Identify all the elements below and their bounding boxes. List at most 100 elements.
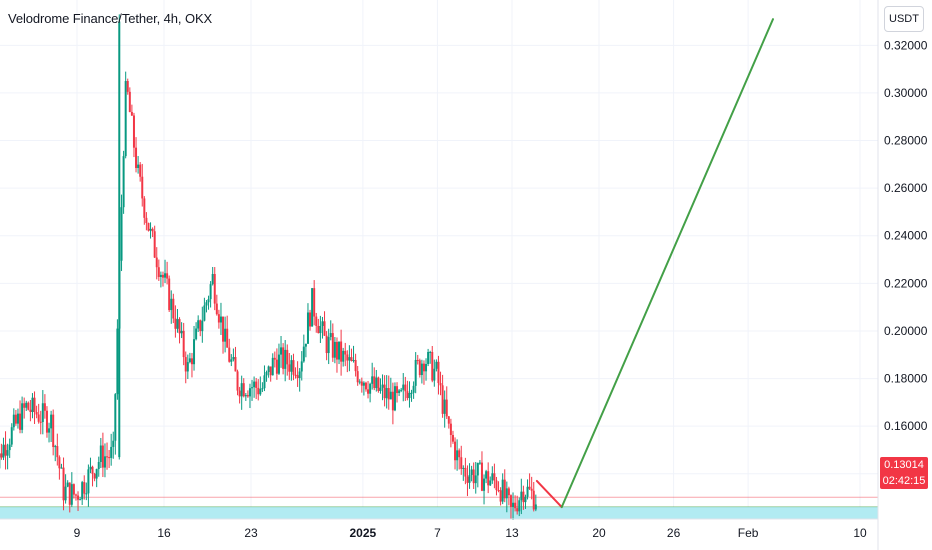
candle-body — [83, 482, 86, 494]
candle-body — [360, 381, 363, 386]
candle-body — [21, 403, 24, 430]
candle-body — [135, 147, 138, 169]
candle-body — [110, 446, 113, 458]
candle-body — [190, 358, 193, 365]
candle-body — [197, 320, 200, 329]
candle-body — [524, 496, 527, 503]
candle-body — [375, 377, 378, 389]
candle-body — [406, 391, 409, 399]
candle-body — [271, 357, 274, 376]
candle-body — [464, 467, 467, 477]
candle-body — [275, 359, 278, 374]
candle-body — [462, 467, 465, 469]
candle-body — [215, 303, 218, 315]
price-tick-label: 0.20000 — [884, 324, 928, 338]
candle-body — [166, 273, 169, 279]
candle-body — [509, 495, 512, 507]
candle-body — [50, 414, 53, 429]
candle-body — [151, 228, 154, 232]
candles — [0, 14, 537, 520]
candle-body — [335, 341, 338, 360]
candle-body — [147, 223, 150, 231]
candle-body — [240, 383, 243, 397]
candle-body — [217, 314, 220, 323]
candle-body — [507, 488, 510, 496]
time-axis[interactable]: 9 16 23 2025 7 13 20 26 Feb 10 — [74, 526, 867, 540]
candle-body — [255, 381, 258, 388]
grid-lines — [0, 0, 878, 519]
candle-body — [141, 176, 144, 199]
projection-line-red — [535, 479, 563, 509]
candle-body — [458, 450, 461, 458]
candle-body — [120, 207, 123, 261]
candle-body — [180, 330, 183, 334]
candle-body — [501, 479, 504, 502]
candle-body — [485, 471, 488, 479]
candle-body — [526, 486, 529, 497]
candle-body — [265, 372, 268, 376]
candle-body — [416, 359, 419, 361]
candle-body — [369, 383, 372, 394]
candle-body — [139, 164, 142, 177]
candle-body — [182, 330, 185, 358]
price-tick-label: 0.30000 — [884, 86, 928, 100]
candle-body — [174, 318, 177, 329]
price-axis[interactable]: 0.32000 0.30000 0.28000 0.26000 0.24000 0.220… — [884, 38, 928, 480]
candle-body — [327, 337, 330, 354]
currency-button[interactable]: USDT — [884, 6, 924, 32]
candle-body — [404, 384, 407, 392]
candle-body — [199, 320, 202, 332]
candle-body — [431, 351, 434, 381]
candle-body — [43, 403, 46, 411]
candle-body — [37, 414, 40, 422]
candle-body — [23, 403, 26, 408]
candle-body — [425, 364, 428, 372]
candle-body — [153, 231, 156, 258]
candle-body — [410, 392, 413, 394]
candle-body — [304, 343, 307, 347]
candle-body — [35, 412, 38, 415]
candle-body — [296, 375, 299, 379]
candle-body — [468, 474, 471, 483]
chart-title: Velodrome Finance/Tether, 4h, OKX — [8, 11, 213, 26]
candle-body — [213, 273, 216, 304]
candle-body — [176, 319, 179, 329]
candle-body — [29, 409, 32, 413]
support-zone[interactable] — [0, 507, 878, 519]
candle-body — [143, 198, 146, 218]
countdown-label: 02:42:15 — [880, 473, 928, 489]
candle-body — [248, 388, 251, 397]
candle-body — [331, 333, 334, 358]
candle-body — [325, 335, 328, 354]
candle-body — [234, 357, 237, 372]
candle-body — [195, 328, 198, 340]
candle-body — [433, 368, 436, 381]
time-tick-label: 2025 — [350, 526, 377, 540]
candle-body — [209, 284, 212, 300]
candle-body — [81, 482, 84, 500]
candle-body — [292, 360, 295, 375]
time-tick-label: 26 — [667, 526, 681, 540]
price-tick-label: 0.16000 — [884, 419, 928, 433]
candle-body — [14, 414, 17, 424]
price-tick-label: 0.24000 — [884, 229, 928, 243]
candle-body — [242, 383, 245, 397]
candle-body — [10, 427, 13, 445]
candle-body — [184, 357, 187, 372]
candle-body — [441, 385, 444, 414]
candle-body — [31, 397, 34, 413]
candle-body — [12, 414, 15, 428]
current-price-label: 0.13014 — [880, 457, 928, 473]
candle-body — [466, 476, 469, 483]
candle-body — [483, 478, 486, 491]
candle-body — [344, 350, 347, 355]
candle-body — [418, 360, 421, 376]
price-tick-label: 0.26000 — [884, 181, 928, 195]
candle-body — [381, 384, 384, 388]
candle-body — [284, 349, 287, 369]
candle-body — [356, 371, 359, 383]
candle-body — [472, 469, 475, 484]
candle-body — [532, 490, 535, 510]
